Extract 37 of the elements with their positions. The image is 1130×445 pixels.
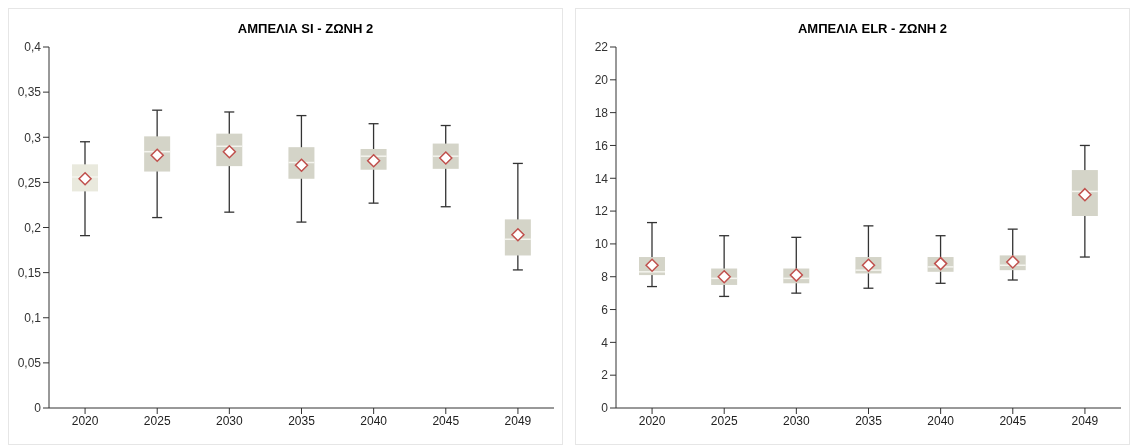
y-tick-label: 2 xyxy=(601,368,609,383)
x-tick-label: 2049 xyxy=(1071,413,1099,428)
x-tick-label: 2020 xyxy=(71,413,99,428)
y-tick-label: 4 xyxy=(601,335,609,350)
x-tick-label: 2049 xyxy=(504,413,532,428)
x-tick-label: 2045 xyxy=(999,413,1027,428)
x-tick-label: 2025 xyxy=(143,413,171,428)
x-tick-label: 2035 xyxy=(288,413,316,428)
y-tick-label: 0 xyxy=(34,401,42,416)
y-tick-label: 0,3 xyxy=(24,130,42,145)
x-tick-label: 2040 xyxy=(360,413,388,428)
y-tick-label: 8 xyxy=(601,269,609,284)
y-tick-label: 6 xyxy=(601,302,609,317)
y-tick-label: 0,15 xyxy=(17,265,42,280)
y-tick-label: 18 xyxy=(594,105,609,120)
x-tick-label: 2045 xyxy=(432,413,460,428)
y-tick-label: 0 xyxy=(601,401,609,416)
y-tick-label: 0,05 xyxy=(17,356,42,371)
y-tick-label: 0,2 xyxy=(24,220,42,235)
y-tick-label: 0,1 xyxy=(24,311,42,326)
x-tick-label: 2020 xyxy=(638,413,666,428)
x-tick-label: 2030 xyxy=(216,413,244,428)
y-tick-label: 0,25 xyxy=(17,175,42,190)
x-tick-label: 2040 xyxy=(927,413,955,428)
y-tick-label: 10 xyxy=(594,237,609,252)
y-tick-label: 12 xyxy=(594,204,609,219)
x-tick-label: 2030 xyxy=(783,413,811,428)
y-tick-label: 0,35 xyxy=(17,85,42,100)
x-tick-label: 2025 xyxy=(710,413,738,428)
y-tick-label: 14 xyxy=(594,171,609,186)
y-tick-label: 22 xyxy=(594,40,609,55)
x-tick-label: 2035 xyxy=(855,413,883,428)
chart-title: ΑΜΠΕΛΙΑ ELR - ΖΩΝΗ 2 xyxy=(796,21,949,36)
chart-title: ΑΜΠΕΛΙΑ SI - ΖΩΝΗ 2 xyxy=(236,21,375,36)
y-tick-label: 20 xyxy=(594,73,609,88)
y-tick-label: 16 xyxy=(594,138,609,153)
y-tick-label: 0,4 xyxy=(24,40,42,55)
